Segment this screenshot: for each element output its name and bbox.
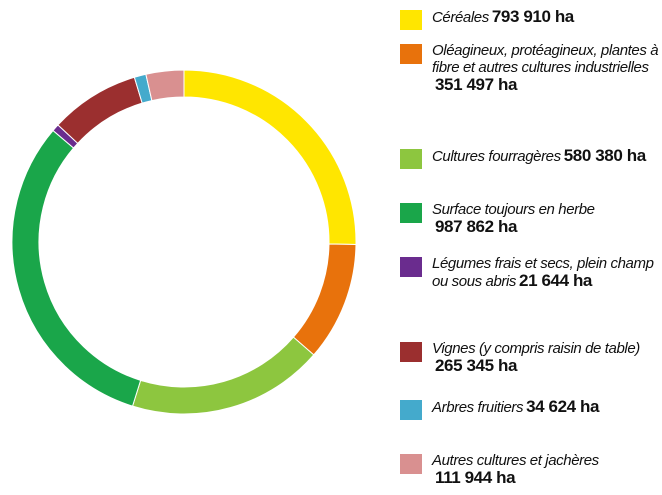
value-label: 34 624 ha: [526, 397, 600, 416]
legend-label: Cultures fourragères: [432, 148, 561, 165]
legend-label: Surface toujours en herbe: [432, 201, 595, 218]
legend-text: Autres cultures et jachères111 944 ha: [432, 452, 660, 487]
legend-swatch: [400, 10, 422, 30]
value-label: 580 380 ha: [563, 146, 646, 165]
legend-text: Légumes frais et secs, plein champ ou so…: [432, 255, 660, 290]
value-label: 111 944 ha: [435, 468, 516, 487]
value-label: 21 644 ha: [519, 271, 592, 290]
legend-swatch: [400, 400, 422, 420]
legend-label: Légumes frais et secs, plein champ ou so…: [432, 255, 654, 290]
legend-label: Céréales: [432, 9, 489, 26]
value-label: 351 497 ha: [435, 75, 518, 94]
donut-slice: [145, 69, 185, 102]
legend-swatch: [400, 149, 422, 169]
legend-text: Cultures fourragères 580 380 ha: [432, 147, 660, 165]
value-label: 793 910 ha: [491, 7, 574, 26]
legend-swatch: [400, 342, 422, 362]
legend-label: Autres cultures et jachères: [432, 452, 599, 469]
legend-label: Arbres fruitiers: [432, 399, 524, 416]
legend-swatch: [400, 257, 422, 277]
donut-slice: [11, 129, 142, 407]
legend-swatch: [400, 203, 422, 223]
legend-text: Céréales 793 910 ha: [432, 8, 660, 26]
donut-slice: [57, 76, 143, 145]
value-label: 265 345 ha: [435, 356, 518, 375]
donut-slice: [131, 336, 315, 415]
legend-text: Oléagineux, protéagineux, plantes à fibr…: [432, 42, 660, 94]
legend-swatch: [400, 454, 422, 474]
legend-swatch: [400, 44, 422, 64]
chart: [11, 69, 357, 415]
legend-text: Surface toujours en herbe987 862 ha: [432, 201, 660, 236]
legend-text: Arbres fruitiers 34 624 ha: [432, 398, 660, 416]
donut-slice: [292, 243, 357, 356]
value-label: 987 862 ha: [435, 217, 518, 236]
legend-label: Vignes (y compris raisin de table): [432, 340, 640, 357]
legend-text: Vignes (y compris raisin de table)265 34…: [432, 340, 660, 375]
legend-label: Oléagineux, protéagineux, plantes à fibr…: [432, 42, 659, 76]
donut-slice: [183, 69, 357, 245]
